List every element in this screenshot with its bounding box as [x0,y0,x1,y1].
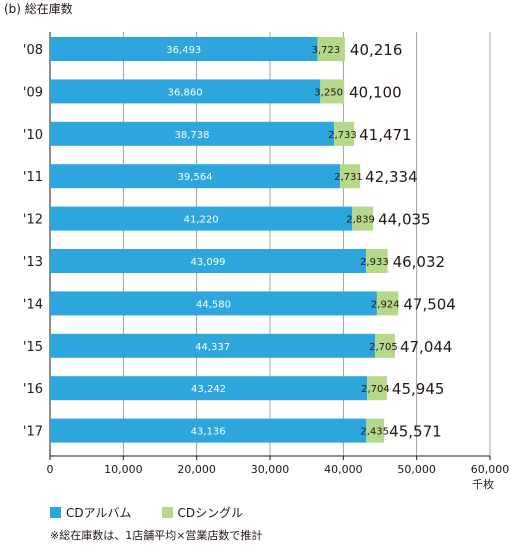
data-label-total: 45,945 [392,380,445,398]
bar-cd-single [352,206,374,231]
data-label-album: 44,337 [195,342,230,353]
data-label-album: 39,564 [178,172,213,183]
bar-cd-single [317,37,345,61]
bar-cd-album [50,291,377,316]
bar-cd-single [375,333,395,358]
legend-swatch-album [50,507,61,518]
data-label-total: 47,504 [403,295,456,313]
data-label-single: 3,723 [312,45,341,56]
data-label-single: 2,839 [346,215,375,226]
y-tick-label: '12 [23,213,43,228]
y-tick-label: '09 [23,85,43,100]
data-label-single: 2,435 [360,427,389,438]
y-tick-label: '08 [23,43,43,58]
y-tick-label: '16 [23,382,43,397]
data-label-album: 36,493 [166,45,201,56]
legend-swatch-single [161,507,173,518]
bar-cd-album [50,418,367,443]
data-label-total: 41,471 [359,126,412,144]
chart-title: (b) 総在庫数 [4,2,73,16]
data-label-album: 44,580 [196,299,231,310]
legend-label-album: CDアルバム [66,506,132,520]
y-tick-label: '11 [23,170,43,185]
y-tick-label: '17 [23,425,43,440]
data-label-single: 2,705 [369,342,398,353]
legend-item-single: CDシングル [161,504,244,521]
bar-cd-album [50,376,368,401]
data-label-album: 36,860 [168,87,203,98]
bar-cd-album [50,249,367,273]
data-label-single: 2,704 [361,384,390,395]
bar-cd-single [376,291,399,316]
bar-cd-single [334,121,355,146]
bar-cd-album [50,333,376,358]
data-label-single: 3,250 [314,87,343,98]
data-label-single: 2,933 [360,257,389,268]
data-label-total: 47,044 [400,338,453,356]
bar-cd-single [366,418,385,443]
x-tick-label: 30,000 [251,463,290,476]
data-label-album: 43,099 [191,257,226,268]
data-label-album: 43,242 [191,384,226,395]
x-tick-label: 60,000 [471,463,510,476]
legend: CDアルバム CDシングル [50,504,243,521]
x-tick-label: 50,000 [397,463,436,476]
x-tick-label: 10,000 [104,463,143,476]
legend-label-single: CDシングル [177,506,244,520]
data-label-total: 40,100 [349,83,402,101]
legend-item-album: CDアルバム [50,504,132,521]
x-tick-label: 20,000 [177,463,216,476]
bar-cd-single [366,249,388,273]
data-label-single: 2,733 [328,130,357,141]
bar-cd-single [320,79,345,104]
data-label-album: 43,136 [191,427,226,438]
data-label-total: 46,032 [393,253,446,271]
footnote: ※総在庫数は、1店舗平均×営業店数で推計 [50,529,263,542]
bar-cd-single [367,376,387,401]
data-label-album: 41,220 [184,215,219,226]
x-tick-label: 40,000 [324,463,363,476]
y-tick-label: '15 [23,340,43,355]
bar-cd-album [50,79,321,104]
bar-cd-album [50,37,318,61]
data-label-single: 2,731 [334,172,363,183]
data-label-album: 38,738 [175,130,210,141]
x-tick-label: 0 [47,463,54,476]
data-label-single: 2,924 [371,299,400,310]
bar-cd-album [50,206,353,231]
y-tick-label: '13 [23,255,43,270]
bar-cd-album [50,164,341,189]
data-label-total: 42,334 [365,168,418,186]
data-label-total: 40,216 [350,41,403,59]
bar-cd-album [50,121,335,146]
y-tick-label: '14 [23,297,43,312]
x-axis-unit: 千枚 [472,477,494,491]
data-label-total: 45,571 [389,423,442,441]
data-label-total: 44,035 [378,211,431,229]
y-tick-label: '10 [23,128,43,143]
bar-cd-single [340,164,361,189]
